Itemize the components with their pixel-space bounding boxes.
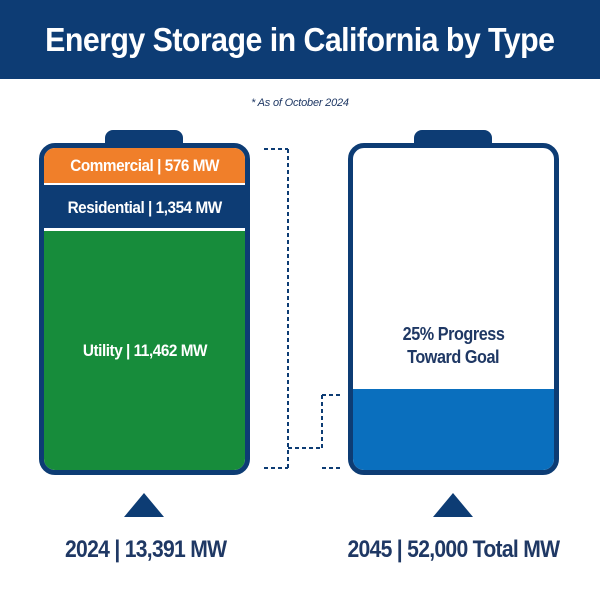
progress-label-line2: Toward Goal xyxy=(407,347,500,367)
title-banner: Energy Storage in California by Type xyxy=(0,0,600,79)
footer-2024-text: 2024 | 13,391 MW xyxy=(64,536,227,563)
progress-label-line1: 25% Progress xyxy=(402,324,505,344)
footer-2045-text: 2045 | 52,000 Total MW xyxy=(347,536,560,563)
triangle-up-icon xyxy=(433,493,473,517)
date-note: * As of October 2024 xyxy=(251,97,349,109)
battery-2045: 25% Progress Toward Goal xyxy=(348,143,559,475)
segment-residential: Residential | 1,354 MW xyxy=(44,183,245,230)
chart-title: Energy Storage in California by Type xyxy=(45,20,555,58)
progress-fill xyxy=(353,389,554,470)
comparison-bracket xyxy=(264,148,342,469)
segment-residential-label: Residential | 1,354 MW xyxy=(67,197,222,217)
segment-utility-label: Utility | 11,462 MW xyxy=(82,340,207,360)
progress-label: 25% Progress Toward Goal xyxy=(353,323,554,369)
footer-2024-total: 2024 | 13,391 MW xyxy=(18,536,273,564)
footer-2045-total: 2045 | 52,000 Total MW xyxy=(318,536,588,564)
segment-utility: Utility | 11,462 MW xyxy=(44,228,245,470)
segment-commercial: Commercial | 576 MW xyxy=(44,148,245,183)
battery-2024: Commercial | 576 MW Residential | 1,354 … xyxy=(39,143,250,475)
battery-2045-cap xyxy=(414,130,492,146)
segment-commercial-label: Commercial | 576 MW xyxy=(70,155,219,175)
triangle-up-icon xyxy=(124,493,164,517)
battery-2024-cap xyxy=(105,130,183,146)
